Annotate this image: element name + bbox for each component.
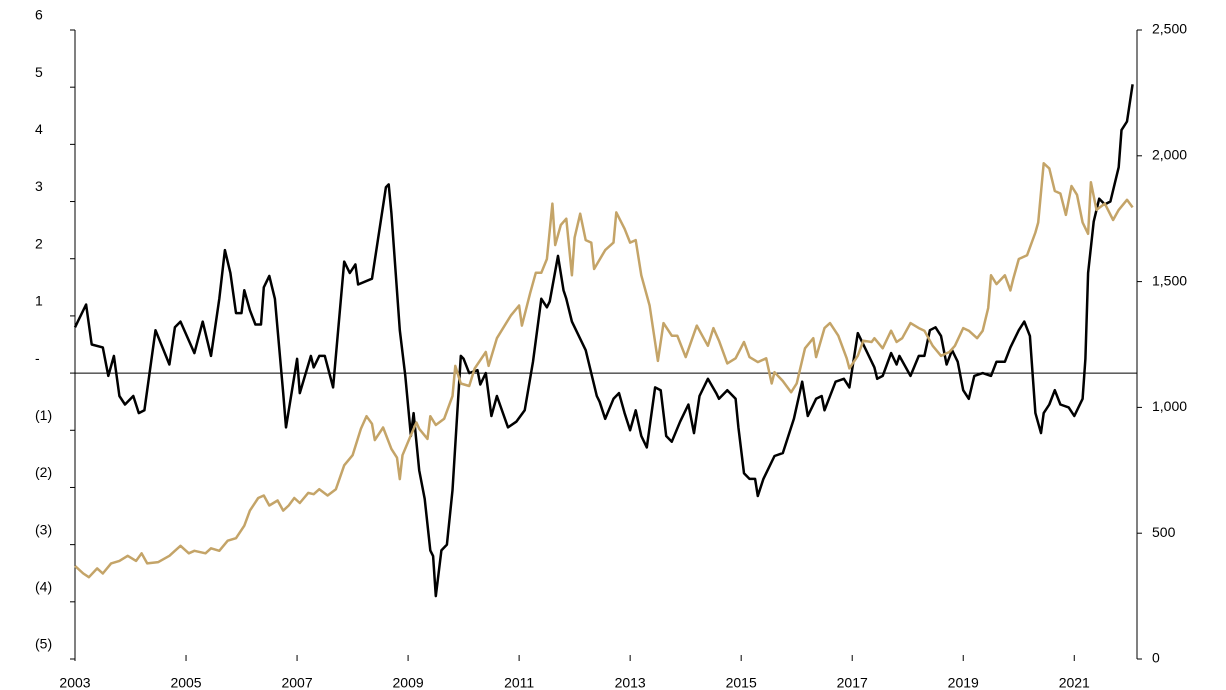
y2-tick-label: 2,500 (1152, 21, 1187, 37)
x-tick-label: 2021 (1059, 675, 1090, 690)
y2-tick-label: 1,500 (1152, 272, 1187, 288)
y-tick-label: - (35, 350, 40, 366)
y-tick-label: 1 (35, 293, 43, 309)
y2-tick-label: 500 (1152, 524, 1176, 540)
x-tick-label: 2003 (59, 675, 90, 690)
y-tick-label: 4 (35, 121, 43, 137)
series-line (74, 162, 1134, 579)
y2-tick-label: 2,000 (1152, 147, 1187, 163)
x-tick-label: 2007 (281, 675, 312, 690)
series-line (73, 84, 1134, 598)
y-tick-label: 2 (35, 235, 43, 251)
y2-tick-label: 1,000 (1152, 398, 1187, 414)
y-tick-label: (1) (35, 407, 52, 423)
y-tick-label: (3) (35, 521, 52, 537)
x-tick-label: 2015 (726, 675, 757, 690)
y-tick-label: 3 (35, 178, 43, 194)
x-tick-label: 2019 (948, 675, 979, 690)
y-tick-label: 5 (35, 64, 43, 80)
x-tick-label: 2009 (393, 675, 424, 690)
y-tick-label: 6 (35, 7, 43, 23)
x-tick-label: 2005 (170, 675, 201, 690)
x-tick-label: 2017 (837, 675, 868, 690)
y-tick-label: (2) (35, 464, 52, 480)
y-tick-label: (4) (35, 579, 52, 595)
y-tick-label: (5) (35, 636, 52, 652)
y2-tick-label: 0 (1152, 650, 1160, 666)
x-tick-label: 2013 (615, 675, 646, 690)
x-tick-label: 2011 (504, 675, 534, 690)
